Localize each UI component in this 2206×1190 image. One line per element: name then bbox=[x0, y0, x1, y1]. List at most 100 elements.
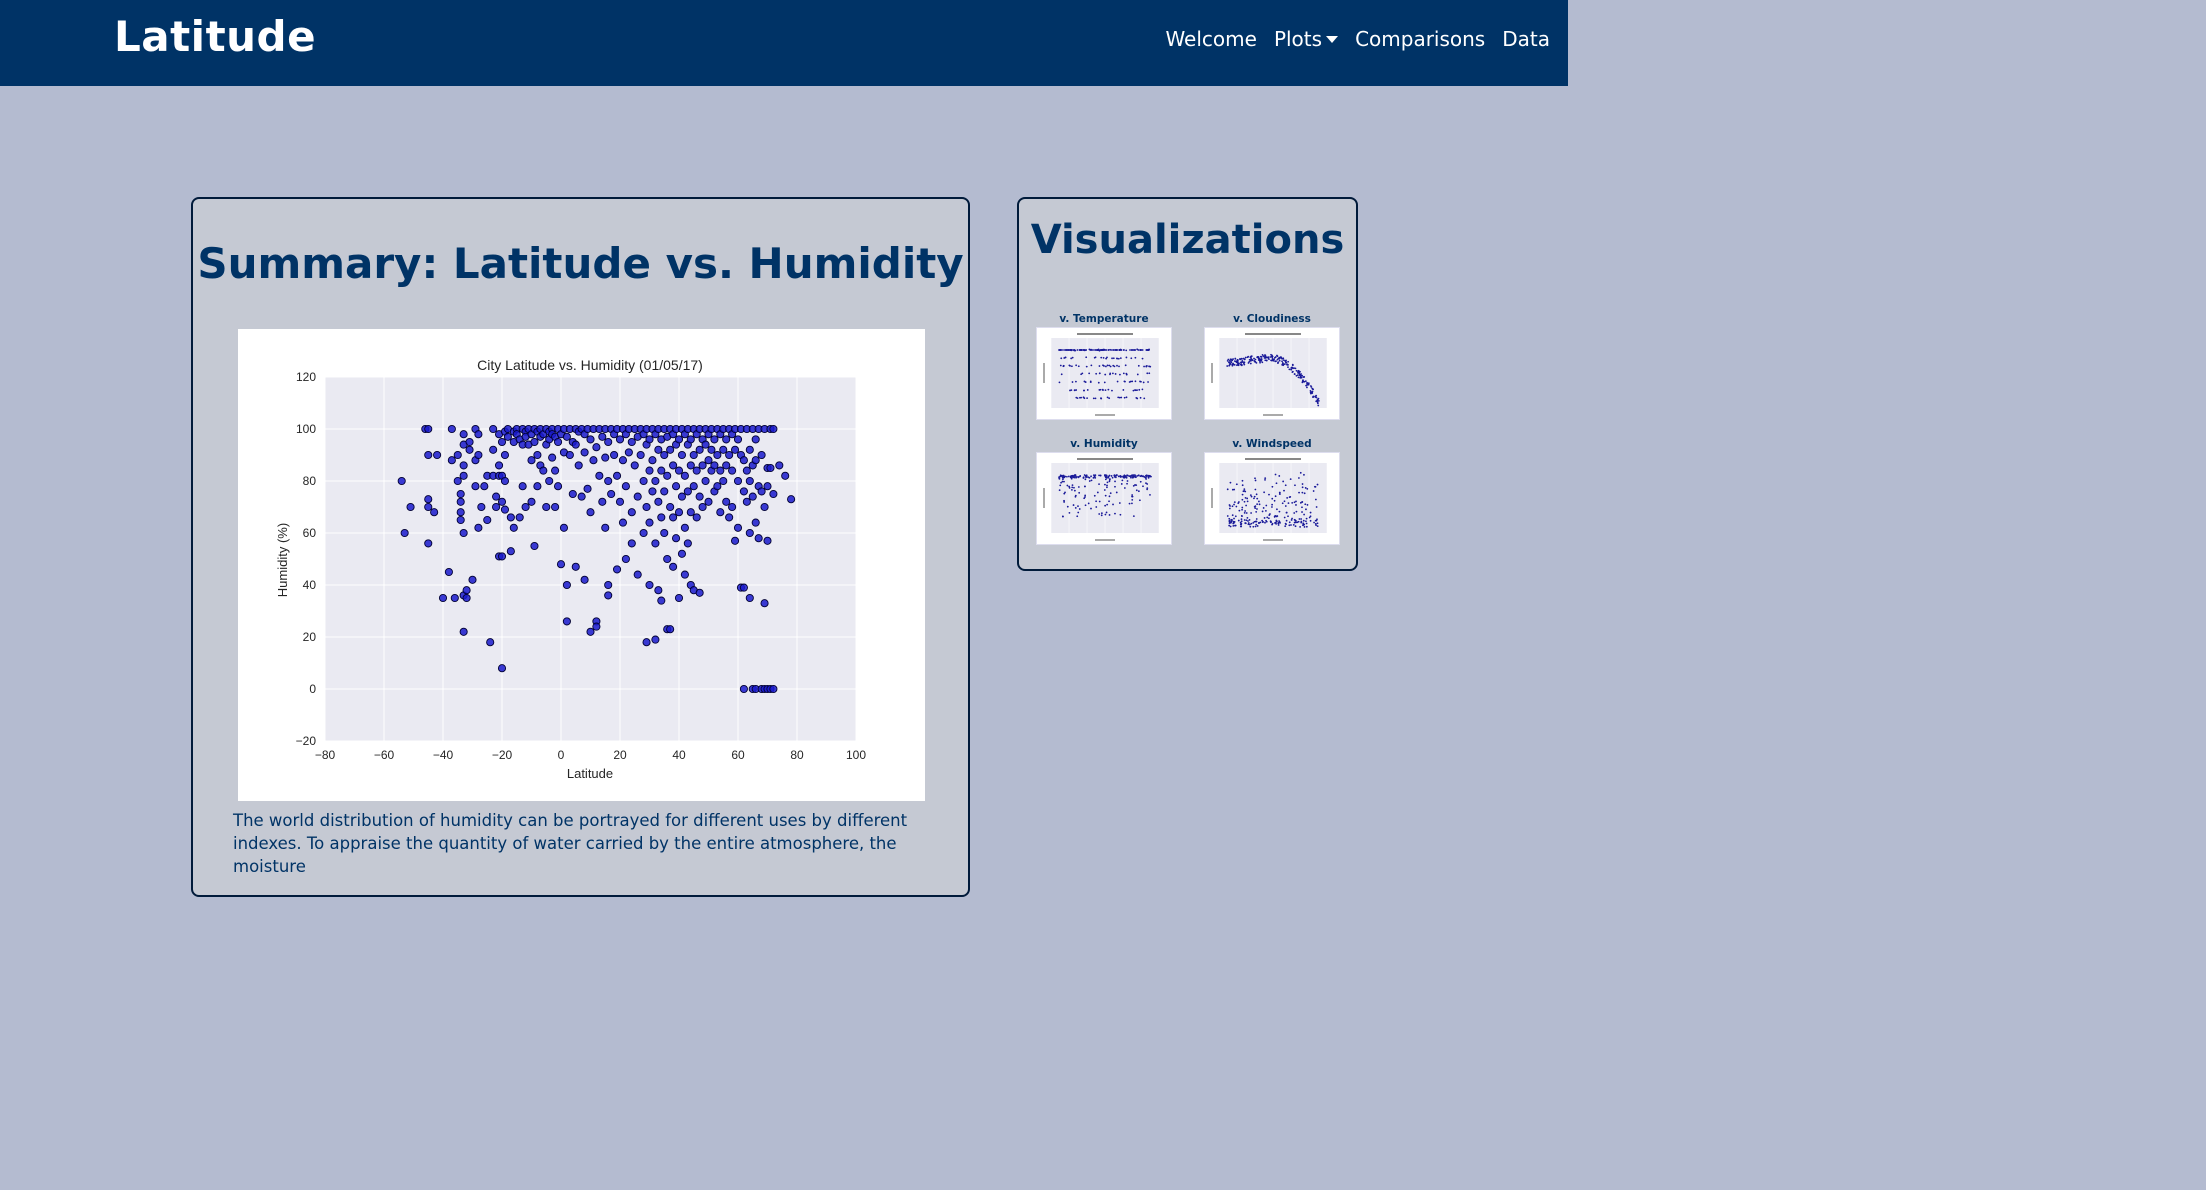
mini-title-mark bbox=[1077, 458, 1133, 460]
mini-point bbox=[1121, 479, 1124, 482]
scatter-point bbox=[459, 528, 468, 538]
mini-point bbox=[1231, 505, 1234, 508]
mini-point bbox=[1080, 349, 1083, 351]
brand-logo[interactable]: Latitude bbox=[114, 12, 317, 61]
mini-point bbox=[1303, 380, 1306, 383]
mini-point bbox=[1274, 473, 1277, 476]
nav-plots-dropdown[interactable]: Plots bbox=[1274, 27, 1339, 51]
mini-point bbox=[1276, 354, 1278, 357]
y-tick-label: −20 bbox=[296, 734, 317, 748]
mini-point bbox=[1273, 499, 1276, 502]
scatter-point bbox=[739, 487, 748, 496]
mini-point bbox=[1132, 484, 1135, 487]
scatter-point bbox=[518, 482, 527, 491]
mini-point bbox=[1115, 474, 1118, 477]
mini-point bbox=[1098, 483, 1100, 486]
mini-point bbox=[1305, 384, 1307, 387]
mini-point bbox=[1058, 477, 1061, 480]
mini-point bbox=[1261, 354, 1264, 356]
mini-point bbox=[1247, 520, 1249, 522]
mini-point bbox=[1093, 474, 1096, 477]
mini-point bbox=[1246, 516, 1249, 519]
mini-point bbox=[1106, 486, 1108, 489]
mini-point bbox=[1107, 388, 1110, 391]
scatter-point bbox=[663, 554, 672, 564]
mini-point bbox=[1299, 471, 1302, 474]
mini-point bbox=[1108, 500, 1110, 503]
scatter-point bbox=[465, 437, 474, 447]
mini-point bbox=[1118, 502, 1121, 504]
mini-point bbox=[1230, 518, 1233, 521]
mini-point bbox=[1095, 506, 1098, 508]
mini-point bbox=[1133, 349, 1136, 351]
mini-point bbox=[1259, 521, 1262, 524]
mini-point bbox=[1309, 515, 1312, 518]
scatter-point bbox=[671, 482, 681, 491]
scatter-point bbox=[492, 502, 501, 512]
mini-point bbox=[1120, 349, 1123, 351]
mini-point bbox=[1113, 475, 1116, 478]
mini-point bbox=[1317, 397, 1320, 400]
mini-point bbox=[1302, 519, 1305, 522]
mini-point bbox=[1301, 501, 1304, 503]
mini-point bbox=[1142, 381, 1145, 384]
mini-point bbox=[1122, 476, 1125, 479]
scatter-point bbox=[689, 450, 698, 460]
mini-point bbox=[1090, 349, 1093, 351]
mini-point bbox=[1135, 476, 1137, 479]
scatter-point bbox=[660, 528, 669, 538]
mini-point bbox=[1293, 373, 1296, 375]
mini-point bbox=[1134, 380, 1137, 383]
mini-point bbox=[1305, 525, 1308, 528]
mini-point bbox=[1278, 491, 1281, 494]
thumbnail-humidity[interactable]: v. Humidity bbox=[1036, 436, 1172, 545]
mini-point bbox=[1088, 372, 1091, 375]
mini-point bbox=[1132, 389, 1135, 392]
mini-point bbox=[1228, 507, 1231, 510]
mini-point bbox=[1315, 506, 1318, 508]
mini-point bbox=[1252, 521, 1255, 524]
mini-point bbox=[1118, 365, 1120, 368]
scatter-point bbox=[456, 489, 465, 499]
scatter-point bbox=[669, 562, 678, 571]
thumbnail-windspeed[interactable]: v. Windspeed bbox=[1204, 436, 1340, 545]
windspeed-mini-plot bbox=[1211, 458, 1328, 541]
mini-point bbox=[1266, 516, 1269, 519]
mini-point bbox=[1300, 520, 1303, 523]
mini-point bbox=[1141, 349, 1144, 351]
mini-point bbox=[1149, 365, 1152, 368]
scatter-point bbox=[433, 450, 442, 460]
scatter-point bbox=[781, 471, 790, 480]
humidity-chart: −80 −60 −40 −20 0 20 40 60 80 100 −20 0 20 40 60 80 100… bbox=[238, 329, 925, 801]
mini-point bbox=[1114, 485, 1116, 488]
mini-ylabel-mark bbox=[1043, 363, 1045, 383]
scatter-point bbox=[725, 450, 734, 460]
nav-data[interactable]: Data bbox=[1502, 27, 1550, 51]
mini-point bbox=[1233, 517, 1235, 520]
scatter-point bbox=[775, 461, 784, 470]
mini-point bbox=[1075, 476, 1077, 479]
mini-point bbox=[1256, 503, 1259, 506]
mini-point bbox=[1247, 522, 1250, 524]
mini-point bbox=[1256, 525, 1259, 527]
mini-point bbox=[1083, 349, 1085, 351]
mini-point bbox=[1145, 365, 1148, 368]
scatter-point bbox=[480, 482, 489, 491]
mini-point bbox=[1228, 504, 1231, 506]
mini-ylabel-mark bbox=[1211, 363, 1213, 383]
mini-point bbox=[1291, 517, 1293, 520]
thumbnail-cloudiness[interactable]: v. Cloudiness bbox=[1204, 311, 1340, 420]
mini-point bbox=[1263, 517, 1266, 519]
thumbnail-temperature[interactable]: v. Temperature bbox=[1036, 311, 1172, 420]
mini-point bbox=[1071, 356, 1074, 359]
mini-point bbox=[1305, 508, 1307, 511]
mini-point bbox=[1139, 396, 1142, 399]
mini-point bbox=[1116, 364, 1118, 367]
scatter-point bbox=[692, 513, 701, 522]
nav-comparisons[interactable]: Comparisons bbox=[1355, 27, 1485, 51]
nav-welcome[interactable]: Welcome bbox=[1165, 27, 1256, 51]
mini-point bbox=[1311, 390, 1314, 393]
scatter-point bbox=[397, 476, 406, 486]
scatter-point bbox=[477, 502, 486, 512]
scatter-point bbox=[769, 684, 778, 694]
